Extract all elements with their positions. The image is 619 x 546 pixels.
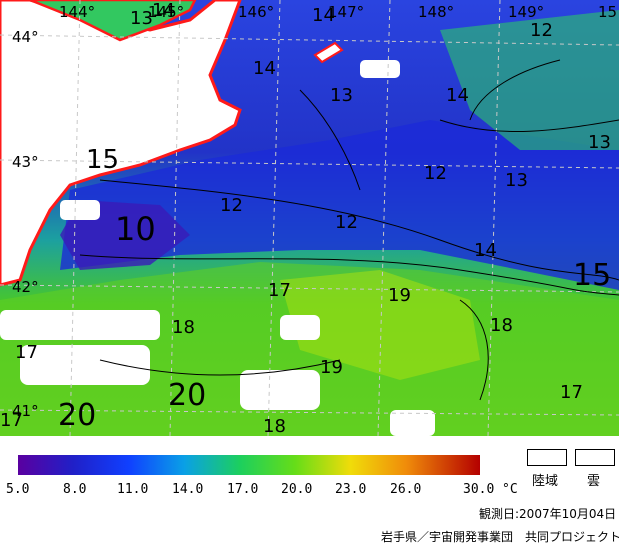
contour-label: 13 (505, 170, 528, 191)
lon-label-149: 149° (508, 3, 545, 21)
contour-label: 14 (474, 240, 497, 261)
contour-label: 14 (152, 0, 175, 21)
isotherm-lines (79, 59, 619, 401)
colorbar-tick: 23.0 (335, 482, 367, 497)
credit-line: 岩手県／宇宙開発事業団 共同プロジェクト (381, 530, 619, 544)
lon-label-148: 148° (418, 3, 455, 21)
warm-patch (280, 270, 480, 380)
colorbar-tick: 20.0 (281, 482, 313, 497)
colorbar-unit: °C (502, 482, 518, 497)
contour-label: 18 (490, 315, 513, 336)
sst-map (0, 0, 619, 436)
colorbar-tick: 30.0 (463, 482, 495, 497)
colorbar-tick: 11.0 (117, 482, 149, 497)
kuril-islet (313, 41, 344, 64)
contour-label: 20 (58, 398, 97, 433)
contour-label: 14 (446, 85, 469, 106)
contour-label: 13 (588, 132, 611, 153)
lon-label-150: 15 (598, 3, 618, 21)
graticule (0, 0, 619, 436)
land-north (0, 0, 197, 42)
contour-label: 17 (268, 280, 291, 301)
lon-label-146: 146° (238, 3, 275, 21)
colorbar-tick: 5.0 (6, 482, 30, 497)
green-offshore (440, 10, 619, 150)
lon-label-145: 145° (148, 3, 185, 21)
lat-label-42: 42° (12, 278, 39, 296)
colorbar-tick: 14.0 (172, 482, 204, 497)
lon-label-144: 144° (59, 3, 96, 21)
lat-label-44: 44° (12, 28, 39, 46)
cloud-legend-label: 雲 (587, 474, 601, 489)
contour-label: 15 (86, 145, 120, 175)
cool-water-region (60, 120, 619, 290)
observation-date: 観測日:2007年10月04日 (479, 507, 617, 521)
contour-label: 18 (172, 317, 195, 338)
colorbar-tick: 8.0 (63, 482, 87, 497)
land-legend-label: 陸域 (532, 474, 559, 489)
contour-label: 10 (115, 210, 156, 248)
contour-label: 12 (220, 195, 243, 216)
colorbar-tick: 26.0 (390, 482, 422, 497)
cloud-patches (0, 60, 435, 436)
contour-label: 19 (320, 357, 343, 378)
contour-label: 17 (0, 410, 23, 431)
contour-label: 18 (263, 416, 286, 437)
cloud-legend-swatch (575, 449, 615, 466)
lat-label-41: 41° (12, 402, 39, 420)
contour-label: 12 (424, 163, 447, 184)
contour-label: 13 (330, 85, 353, 106)
contour-label: 19 (388, 285, 411, 306)
lon-label-147: 147° (328, 3, 365, 21)
contour-label: 17 (15, 342, 38, 363)
land-hokkaido (0, 0, 242, 287)
contour-label: 14 (253, 58, 276, 79)
color-scale-bar (18, 455, 480, 475)
contour-label: 17 (560, 382, 583, 403)
contour-label: 12 (530, 20, 553, 41)
contour-label: 14 (312, 5, 335, 26)
lat-label-43: 43° (12, 153, 39, 171)
land-legend-swatch (527, 449, 567, 466)
contour-label: 13 (130, 8, 153, 29)
contour-label: 15 (573, 258, 612, 293)
colorbar-tick: 17.0 (227, 482, 259, 497)
contour-label: 12 (335, 212, 358, 233)
contour-label: 20 (168, 378, 207, 413)
